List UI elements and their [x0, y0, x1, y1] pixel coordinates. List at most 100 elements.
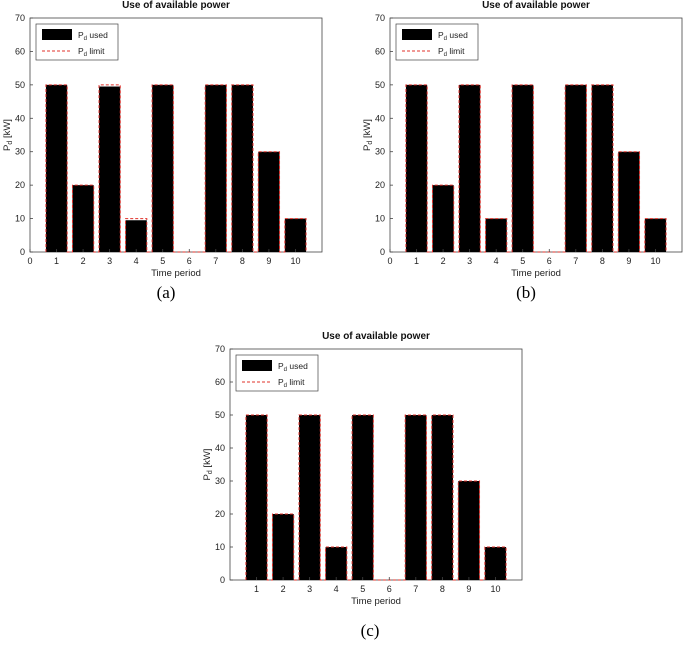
legend-label-used: Pd used [438, 30, 468, 42]
bar-period-5 [152, 84, 174, 252]
x-axis-label: Time period [511, 268, 561, 279]
y-tick-label: 10 [15, 214, 25, 224]
y-axis-label-sub: d [7, 141, 14, 145]
bar-period-1 [45, 84, 68, 252]
y-tick-label: 60 [375, 46, 385, 56]
y-tick-label: 10 [215, 542, 225, 552]
bar-period-9 [258, 151, 280, 252]
legend-swatch-used [42, 29, 72, 40]
chart-panel-b: Use of available power 0 1 2 3 4 5 6 7 8 9 10 0 10 20 3… [362, 0, 683, 302]
y-tick-label: 20 [375, 180, 385, 190]
x-tick-label: 10 [650, 256, 660, 266]
x-tick-label: 6 [547, 256, 552, 266]
x-tick-label: 9 [626, 256, 631, 266]
bar-period-9 [458, 481, 480, 580]
bar-period-7 [205, 84, 227, 252]
bar-period-8 [231, 84, 253, 252]
bar-period-8 [591, 84, 613, 252]
x-tick-label: 5 [520, 256, 525, 266]
bar-period-1 [405, 84, 428, 252]
x-tick-label: 10 [290, 256, 300, 266]
chart-panel-c: Use of available power 1 2 3 4 5 6 7 8 9 10 0 10 20 30… [202, 331, 523, 640]
legend-swatch-used [402, 29, 432, 40]
bar-period-2 [272, 514, 294, 580]
legend-box [235, 354, 319, 392]
y-tick-label: 0 [20, 247, 25, 257]
legend-label-used-main: P [78, 30, 84, 40]
x-tick-label: 4 [134, 256, 139, 266]
x-tick-label: 5 [160, 256, 165, 266]
bar-period-10 [484, 547, 507, 580]
x-tick-label: 1 [414, 256, 419, 266]
y-tick-label: 30 [375, 147, 385, 157]
bar-period-2 [432, 185, 454, 252]
x-tick-label: 2 [281, 584, 286, 594]
y-axis-label: Pd [kW] [202, 449, 214, 481]
bar-period-10 [644, 218, 667, 252]
x-tick-label: 3 [307, 584, 312, 594]
x-tick-label: 1 [254, 584, 259, 594]
y-tick-label: 40 [215, 443, 225, 453]
bar-period-7 [565, 84, 587, 252]
y-axis-label-main: P [202, 474, 213, 480]
y-tick-label: 50 [15, 80, 25, 90]
x-axis-label: Time period [151, 268, 201, 279]
legend-label-used-rest: used [87, 30, 108, 40]
legend-label-used-sub: d [444, 36, 447, 42]
limit-line [245, 414, 507, 581]
x-tick-label: 9 [266, 256, 271, 266]
legend-label-used-rest: used [287, 361, 308, 371]
x-tick-label: 7 [573, 256, 578, 266]
y-axis-label-unit: [kW] [202, 449, 213, 471]
bar-period-7 [405, 415, 427, 580]
legend-label-limit-main: P [78, 46, 84, 56]
y-tick-label: 70 [215, 344, 225, 354]
legend-label-limit-sub: d [444, 52, 447, 58]
y-tick-label: 0 [380, 247, 385, 257]
y-axis-label-main: P [2, 145, 13, 151]
legend-label-limit-main: P [278, 377, 284, 387]
bar-period-4 [125, 220, 147, 252]
y-tick-label: 10 [375, 214, 385, 224]
x-tick-label: 9 [466, 584, 471, 594]
y-axis-label-sub: d [207, 470, 214, 474]
limit-line [405, 84, 667, 253]
legend-label-used: Pd used [278, 361, 308, 373]
panel-caption: (c) [361, 621, 380, 640]
x-tick-label: 4 [494, 256, 499, 266]
limit-line [45, 84, 307, 253]
legend-label-limit-main: P [438, 46, 444, 56]
panel-caption: (b) [516, 283, 536, 302]
y-axis-label-unit: [kW] [2, 119, 13, 141]
legend-label-limit-rest: limit [287, 377, 305, 387]
x-tick-label: 3 [467, 256, 472, 266]
legend-label-used-main: P [438, 30, 444, 40]
legend-label-used-sub: d [84, 36, 87, 42]
chart-panel-a: Use of available power 0 1 2 3 4 5 6 7 8 9 10 0 10 20 3… [2, 0, 323, 302]
x-tick-label: 10 [490, 584, 500, 594]
bar-period-8 [431, 415, 453, 580]
bar-period-10 [284, 218, 307, 252]
bar-period-1 [245, 415, 268, 580]
x-tick-label: 0 [27, 256, 32, 266]
x-tick-label: 2 [441, 256, 446, 266]
x-tick-label: 5 [360, 584, 365, 594]
y-tick-label: 20 [15, 180, 25, 190]
x-tick-label: 2 [81, 256, 86, 266]
legend-label-limit: Pd limit [278, 377, 305, 389]
legend-label-limit-rest: limit [87, 46, 105, 56]
y-tick-label: 60 [15, 46, 25, 56]
x-tick-label: 8 [440, 584, 445, 594]
legend-label-used-sub: d [284, 367, 287, 373]
x-tick-label: 1 [54, 256, 59, 266]
y-tick-label: 20 [215, 509, 225, 519]
y-tick-label: 30 [15, 147, 25, 157]
y-tick-label: 40 [15, 113, 25, 123]
bar-period-5 [512, 84, 534, 252]
x-tick-label: 7 [213, 256, 218, 266]
y-tick-label: 70 [375, 13, 385, 23]
x-tick-label: 0 [387, 256, 392, 266]
y-tick-label: 30 [215, 476, 225, 486]
bar-period-2 [72, 185, 94, 252]
